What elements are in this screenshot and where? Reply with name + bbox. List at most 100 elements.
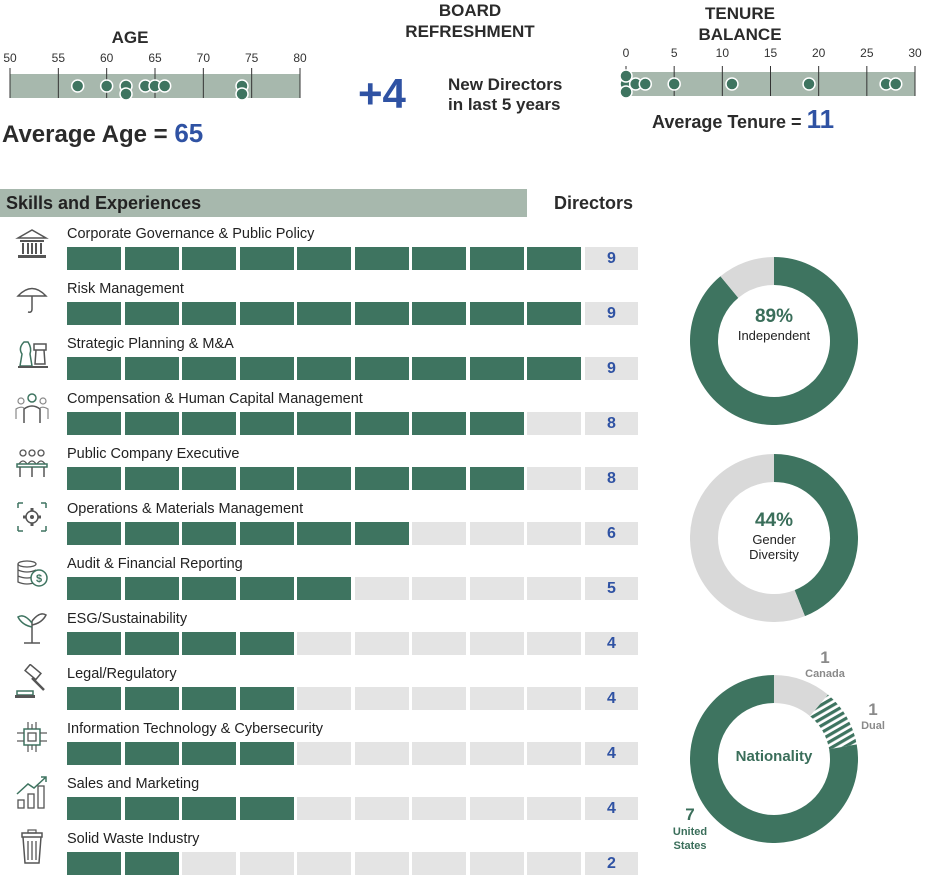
skill-bar-segment-filled [239, 632, 294, 655]
director-count: 9 [585, 302, 638, 325]
skill-bar-segment-filled [124, 577, 179, 600]
gender-text-line2: Diversity [749, 547, 799, 562]
skill-bar-segment-empty [297, 852, 351, 875]
tick-label: 15 [764, 46, 778, 60]
tick-label: 70 [197, 51, 211, 65]
skill-bar-segment-filled [182, 577, 236, 600]
director-count: 4 [585, 742, 638, 765]
skill-bar-segment-filled [527, 302, 581, 325]
skill-bar-segment-filled [469, 467, 524, 490]
skill-bar-segment-filled [67, 467, 121, 490]
skill-bar-segment-filled [469, 302, 524, 325]
skill-bar-segment-filled [354, 522, 409, 545]
skill-bar-segment-empty [412, 797, 466, 820]
skill-bar-segment-filled [354, 302, 409, 325]
refreshment-title-line2: REFRESHMENT [405, 22, 535, 41]
data-point [99, 79, 114, 93]
data-point [619, 85, 633, 99]
refreshment-title-line1: BOARD [438, 1, 502, 20]
average-tenure: Average Tenure = 11 [652, 104, 834, 135]
data-point [888, 77, 903, 91]
tenure-title-line1: TENURE [705, 4, 775, 23]
data-point [725, 77, 739, 91]
data-point [619, 69, 633, 83]
new-directors-desc-line2: in last 5 years [448, 95, 561, 114]
skill-bar-segment-empty [354, 577, 409, 600]
independent-donut [690, 257, 858, 425]
skill-bar-segment-filled [239, 467, 294, 490]
skill-bar-segment-filled [182, 302, 236, 325]
coins-icon: $ [14, 554, 50, 595]
skill-bar-segment-filled [124, 742, 179, 765]
tick-label: 80 [293, 51, 307, 65]
skill-bar-segment-filled [182, 412, 236, 435]
skill-bar-segment-filled [239, 247, 294, 270]
skill-bar-segment-filled [412, 247, 466, 270]
skill-bar-segment-filled [297, 357, 351, 380]
skill-bar-segment-filled [124, 852, 179, 875]
skill-bar-segment-filled [239, 797, 294, 820]
gender-donut-label: 44% Gender Diversity [718, 510, 830, 562]
skill-bar-segment-filled [124, 467, 179, 490]
skill-bar-segment-empty [527, 797, 581, 820]
skills-header: Skills and Experiences [0, 189, 527, 217]
data-point [667, 77, 681, 91]
director-count: 9 [585, 357, 638, 380]
skill-bar-segment-empty [354, 632, 409, 655]
skill-bar-segment-empty [412, 577, 466, 600]
gender-pct: 44% [754, 510, 794, 531]
skill-label: Operations & Materials Management [67, 501, 304, 517]
skill-bar-segment-filled [297, 412, 351, 435]
skill-bar-segment-filled [239, 302, 294, 325]
chip-icon [14, 719, 50, 760]
skill-bar-segment-filled [67, 797, 121, 820]
director-count: 4 [585, 687, 638, 710]
skill-bar-segment-filled [67, 687, 121, 710]
director-count: 6 [585, 522, 638, 545]
skill-bar-segment-empty [469, 687, 524, 710]
skill-bar-segment-filled [412, 412, 466, 435]
director-count: 2 [585, 852, 638, 875]
skill-bar-segment-filled [297, 522, 351, 545]
skill-bar-segment-empty [527, 412, 581, 435]
new-directors-desc: New Directors in last 5 years [448, 75, 562, 115]
average-tenure-value: 11 [806, 104, 835, 134]
new-directors-count: +4 [358, 70, 406, 117]
skill-bar-segment-empty [469, 577, 524, 600]
svg-text:$: $ [36, 573, 42, 585]
skill-label: Sales and Marketing [67, 776, 200, 792]
skill-bar-segment-empty [354, 687, 409, 710]
skill-bar-segment-empty [527, 632, 581, 655]
tick-label: 5 [671, 46, 678, 60]
skill-bar-segment-empty [527, 687, 581, 710]
skill-bar-segment-empty [354, 797, 409, 820]
nationality-label: Nationality [735, 748, 813, 765]
skill-bar-segment-empty [412, 522, 466, 545]
skill-label: Audit & Financial Reporting [67, 556, 243, 572]
skill-bar-segment-empty [412, 687, 466, 710]
skill-bar-segment-empty [469, 522, 524, 545]
skill-bar-segment-filled [239, 357, 294, 380]
skill-bar-segment-filled [527, 357, 581, 380]
skill-bar-segment-filled [182, 357, 236, 380]
skill-bar-segment-empty [527, 467, 581, 490]
board-meeting-icon [14, 444, 50, 485]
skill-bar-segment-filled [297, 577, 351, 600]
age-chart: 50 55 60 65 70 75 80 [3, 51, 307, 101]
skill-bar-segment-filled [182, 687, 236, 710]
skill-bar-segment-filled [297, 467, 351, 490]
skill-bar-segment-filled [124, 632, 179, 655]
independent-donut-label: 89% Independent [718, 306, 830, 343]
plant-icon [14, 609, 50, 650]
skill-bar-segment-filled [469, 412, 524, 435]
director-count: 4 [585, 632, 638, 655]
skill-label: Corporate Governance & Public Policy [67, 226, 315, 242]
tick-label: 0 [623, 46, 630, 60]
skill-bar-segment-filled [354, 412, 409, 435]
skill-bar-segment-filled [239, 577, 294, 600]
data-point [235, 87, 249, 101]
tenure-title-line2: BALANCE [698, 25, 782, 44]
skill-bar-segment-filled [124, 522, 179, 545]
skill-bar-segment-filled [67, 247, 121, 270]
skill-bar-segment-filled [182, 742, 236, 765]
